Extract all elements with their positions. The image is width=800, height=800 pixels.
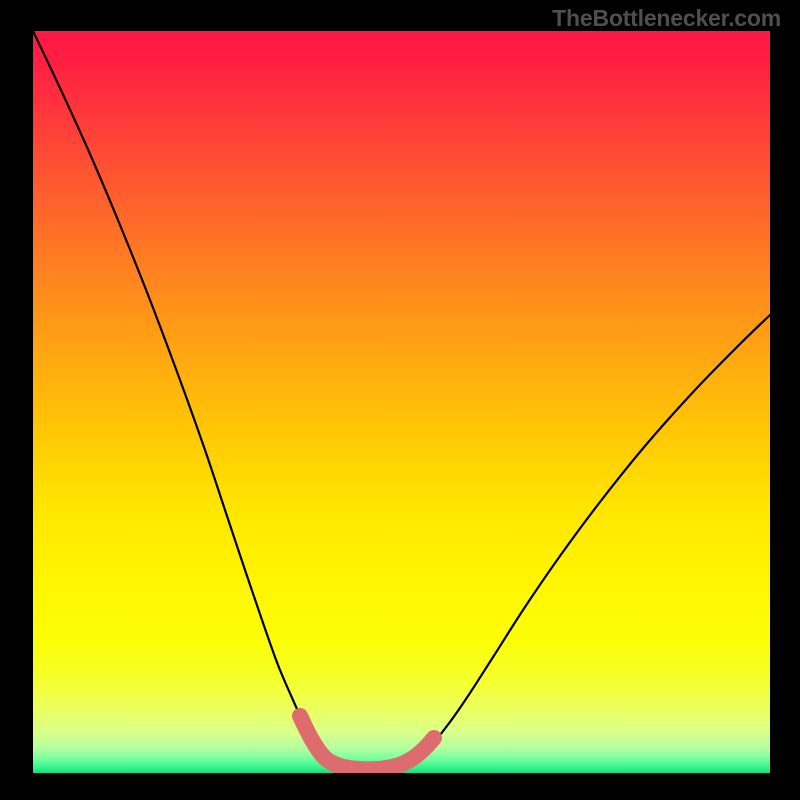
bottleneck-curve: [33, 31, 770, 770]
curve-layer: [33, 31, 770, 773]
trough-highlight: [300, 716, 434, 769]
plot-area: [33, 31, 770, 773]
watermark-text: TheBottlenecker.com: [552, 5, 781, 32]
